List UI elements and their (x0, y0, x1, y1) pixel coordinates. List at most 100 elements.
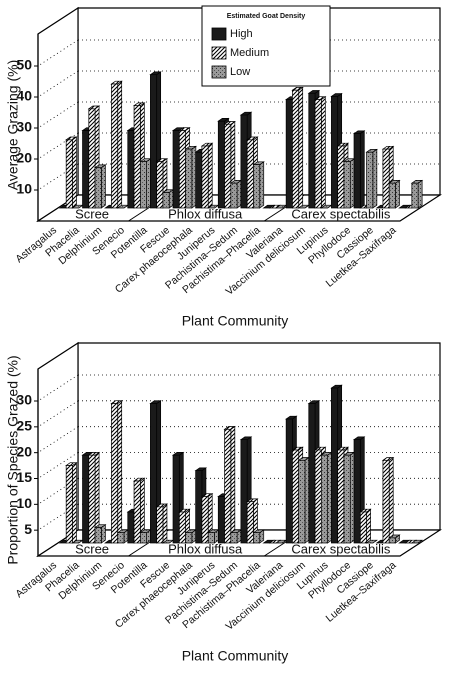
bar-front (246, 139, 254, 209)
bar (388, 534, 401, 544)
bar-front (388, 182, 396, 209)
bar (252, 161, 265, 209)
bar-front (331, 387, 339, 544)
bar-front (65, 465, 73, 544)
bar-front (156, 506, 164, 544)
bar (200, 142, 214, 209)
bar-front (88, 108, 96, 209)
bar (291, 86, 304, 209)
bar-front (111, 403, 119, 544)
bar-front (65, 139, 73, 209)
bar-side (72, 136, 77, 209)
y-tick-label: 5 (24, 521, 32, 537)
bar-front (343, 454, 351, 544)
group-label: Phlox diffusa (168, 207, 243, 222)
bar-front (82, 130, 90, 209)
bar-front (185, 532, 193, 544)
y-tick-label: 30 (16, 119, 32, 135)
y-tick-label: 20 (16, 150, 32, 166)
bar-side (359, 130, 365, 209)
bar-front (253, 532, 261, 544)
bar-front (139, 532, 147, 544)
bar-front (133, 105, 141, 209)
bar-front (178, 511, 186, 544)
bar (110, 400, 123, 544)
bar (388, 179, 401, 209)
group-label: Carex spectabilis (291, 207, 390, 222)
bar (65, 462, 78, 544)
bar-front (139, 161, 147, 209)
bar-side (162, 503, 168, 544)
bar-side (207, 142, 213, 209)
bar (359, 508, 372, 544)
bar (139, 529, 152, 544)
bar-front (314, 99, 322, 209)
y-tick-label: 10 (16, 181, 32, 197)
y-tick-label: 20 (16, 443, 32, 459)
bar-side (366, 508, 371, 544)
bar-front (127, 130, 135, 209)
y-tick-label: 50 (16, 57, 32, 73)
bar (410, 539, 424, 544)
bar-front (240, 439, 248, 544)
bar (252, 529, 265, 544)
bar-front (353, 439, 361, 544)
bar-front (224, 428, 232, 544)
bar-front (388, 537, 396, 544)
bar-front (382, 148, 390, 209)
bar-front (337, 145, 345, 209)
bar-front (298, 459, 306, 544)
y-tick-label: 10 (16, 495, 32, 511)
y-tick-label: 15 (16, 469, 32, 485)
bar-side (372, 148, 378, 209)
bar (161, 189, 175, 209)
bar (352, 130, 366, 209)
bar-side (117, 80, 123, 209)
bar-front (253, 164, 261, 209)
x-axis-label: Plant Community (182, 313, 289, 329)
bar-front (82, 454, 90, 544)
bar-front (195, 470, 203, 544)
bar-front (320, 454, 328, 544)
group-label: Carex spectabilis (291, 542, 390, 557)
bar-front (156, 161, 164, 209)
bar-side (304, 456, 310, 544)
bar (365, 539, 378, 544)
bar-front (366, 151, 374, 209)
bar-front (217, 120, 225, 209)
bar-side (236, 179, 242, 209)
bar-front (230, 532, 238, 544)
bar-side (117, 400, 123, 544)
bar-front (117, 532, 125, 544)
bar-side (417, 179, 423, 209)
bar (229, 179, 243, 209)
bar-front (178, 130, 186, 209)
bar (342, 158, 356, 209)
bar-front (185, 148, 193, 209)
bar-front (172, 454, 180, 544)
bar-front (292, 89, 300, 209)
bar-side (320, 96, 326, 209)
group-label: Phlox diffusa (168, 542, 243, 557)
bar (65, 136, 78, 209)
bar (313, 96, 327, 209)
bar-front (111, 83, 119, 209)
bar (93, 524, 107, 544)
bar-front (285, 99, 293, 209)
bar-front (240, 114, 248, 209)
bar-front (337, 449, 345, 544)
legend-label: Medium (230, 47, 269, 59)
bar (365, 148, 378, 209)
bar-front (150, 74, 158, 209)
bar-top (365, 539, 378, 544)
bar-front (343, 161, 351, 209)
bar-front (382, 459, 390, 544)
y-axis-label: Proportion of Species Grazed (%) (5, 355, 21, 564)
bar-front (201, 496, 209, 544)
bar (155, 503, 169, 544)
legend-swatch (211, 27, 227, 41)
legend-label: High (230, 28, 253, 40)
bar-side (146, 158, 151, 209)
bar (223, 425, 236, 544)
legend-title: Estimated Goat Density (227, 13, 306, 20)
